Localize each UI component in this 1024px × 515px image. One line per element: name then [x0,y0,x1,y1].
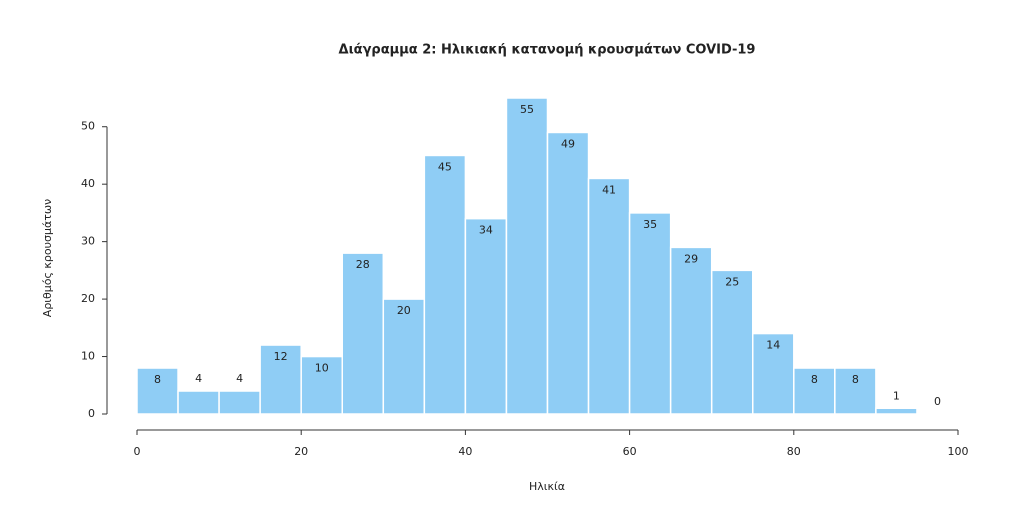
value-label: 25 [725,275,739,288]
value-label: 1 [893,389,900,402]
bar [341,252,385,415]
value-label: 35 [643,218,657,231]
bar [628,212,672,415]
bar [464,217,508,415]
bar [875,407,918,415]
bar [423,154,467,415]
y-tick-label: 20 [81,292,95,305]
bar [834,367,877,415]
value-label: 28 [356,258,370,271]
value-label: 49 [561,137,575,150]
bar [177,390,220,415]
bar [505,97,549,415]
value-label: 8 [811,373,818,386]
bar [669,246,713,415]
value-label: 20 [397,304,411,317]
y-tick-label: 40 [81,177,95,190]
value-label: 55 [520,103,534,116]
value-label: 10 [315,362,329,375]
y-tick-label: 50 [81,120,95,133]
y-tick-label: 30 [81,235,95,248]
value-label: 4 [195,372,202,385]
x-tick-label: 0 [134,445,141,458]
value-label: 14 [766,339,780,352]
value-label: 41 [602,183,616,196]
value-label: 12 [274,350,288,363]
x-tick-label: 80 [787,445,801,458]
y-tick-label: 0 [88,407,95,420]
value-label: 34 [479,224,493,237]
x-tick-label: 40 [458,445,472,458]
value-label: 45 [438,160,452,173]
bar [218,390,261,415]
chart-title: Διάγραμμα 2: Ηλικιακή κατανομή κρουσμάτω… [339,43,756,58]
y-tick-label: 10 [81,350,95,363]
bar [587,177,631,415]
value-label: 29 [684,252,698,265]
x-tick-label: 20 [294,445,308,458]
y-axis-label: Αριθμός κρουσμάτων [41,199,54,317]
x-tick-label: 100 [948,445,969,458]
bar [546,131,590,415]
x-tick-label: 60 [623,445,637,458]
bar [793,367,836,415]
bar [710,269,754,415]
value-label: 4 [236,372,243,385]
value-label: 8 [154,373,161,386]
value-label: 0 [934,395,941,408]
x-axis-label: Ηλικία [529,480,565,493]
value-label: 8 [852,373,859,386]
